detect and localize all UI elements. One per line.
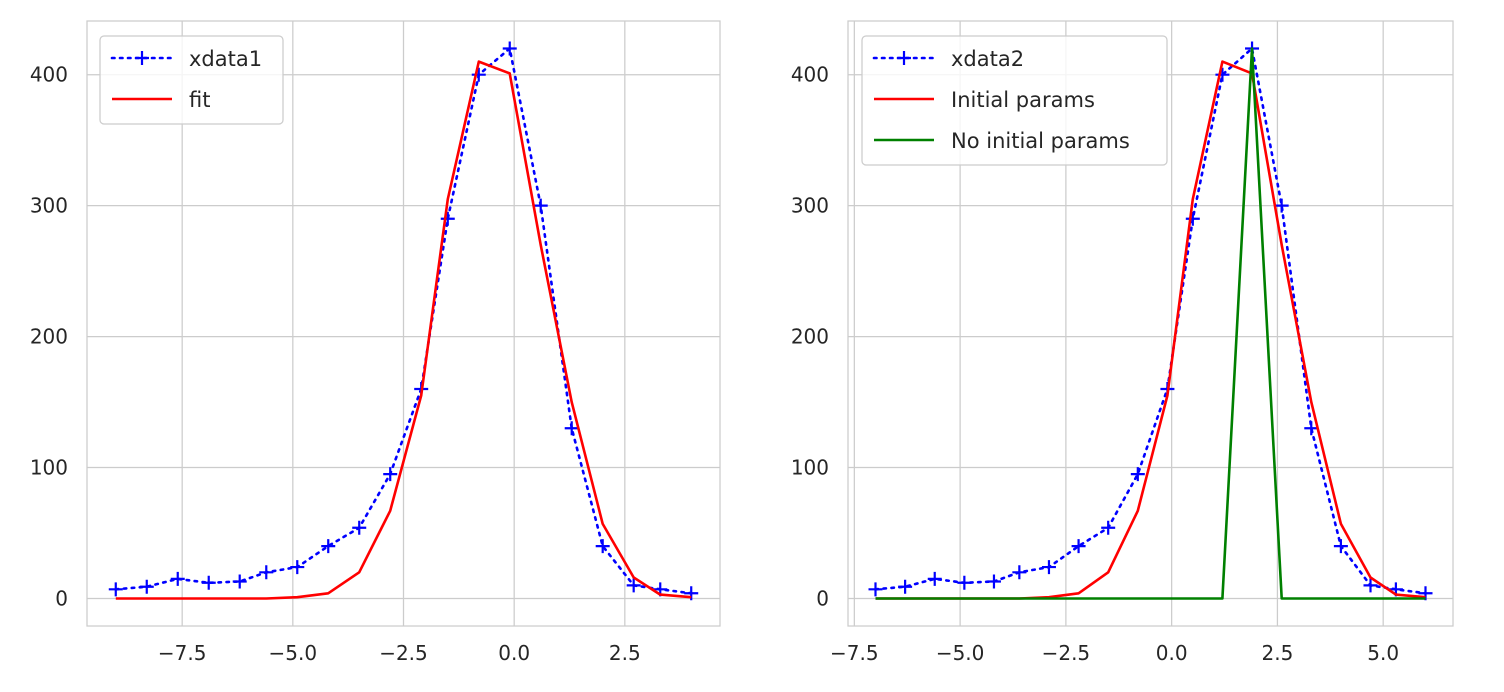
xdata2-data-point	[1041, 560, 1056, 575]
x-tick-label: −2.5	[1042, 641, 1091, 665]
xdata1-data-point	[533, 198, 548, 213]
xdata2-data-point	[1071, 539, 1086, 554]
right-legend-box	[861, 35, 1168, 166]
left-legend: xdata1 fit	[99, 35, 284, 125]
x-tick-label: 5.0	[1367, 641, 1399, 665]
y-tick-label: 100	[791, 456, 829, 480]
xdata1-data-point	[684, 586, 699, 601]
xdata1-data-point	[232, 574, 247, 589]
xdata1-data-point	[290, 560, 305, 575]
xdata1-data-point	[352, 520, 367, 535]
x-tick-label: 2.5	[1262, 641, 1294, 665]
xdata1-data-point	[201, 575, 216, 590]
y-tick-label: 300	[30, 194, 68, 218]
fit-legend-label: fit	[189, 88, 210, 112]
y-tick-label: 200	[791, 325, 829, 349]
xdata1-data-point	[170, 571, 185, 586]
xdata2-data-point	[898, 579, 913, 594]
xdata2-data-point	[1215, 67, 1230, 82]
y-tick-label: 0	[55, 587, 68, 611]
xdata2-data-point	[986, 574, 1001, 589]
xdata1-data-point	[108, 582, 123, 597]
xdata2-data-point	[1304, 421, 1319, 436]
xdata2-legend-marker	[897, 51, 911, 65]
xdata1-data-point	[595, 539, 610, 554]
xdata2-data-point	[957, 575, 972, 590]
xdata1-data-point	[440, 211, 455, 226]
initial-params-legend-label: Initial params	[951, 88, 1095, 112]
xdata1-data-point	[502, 41, 517, 56]
left-series-group	[108, 41, 699, 601]
x-tick-label: −7.5	[830, 641, 879, 665]
left-plot-panel: −7.5 −5.0 −2.5 0.0 2.5 0 100 200 300 400 xdata1 fit	[30, 20, 721, 665]
left-axes-frame	[86, 20, 721, 627]
x-tick-label: 0.0	[1156, 641, 1188, 665]
xdata1-data-point	[626, 578, 641, 593]
xdata2-data-point	[1363, 578, 1378, 593]
xdata1-data-point	[139, 579, 154, 594]
y-tick-label: 300	[791, 194, 829, 218]
xdata1-legend-label: xdata1	[189, 47, 262, 71]
no-initial-params-legend-label: No initial params	[951, 129, 1130, 153]
x-tick-label: −7.5	[158, 641, 207, 665]
x-tick-label: −5.0	[936, 641, 985, 665]
no-initial-params-series-line	[875, 47, 1426, 600]
xdata1-data-point	[321, 539, 336, 554]
right-plot-panel: −7.5 −5.0 −2.5 0.0 2.5 5.0 0 100 200 300 400 xdata2…	[791, 20, 1454, 665]
xdata1-data-point	[259, 565, 274, 580]
xdata2-data-point	[1274, 198, 1289, 213]
y-tick-label: 100	[30, 456, 68, 480]
xdata2-data-point	[868, 582, 883, 597]
xdata2-data-point	[1333, 539, 1348, 554]
xdata2-data-point	[1012, 565, 1027, 580]
x-tick-label: 0.0	[498, 641, 530, 665]
x-tick-label: −5.0	[269, 641, 318, 665]
right-axes-frame	[847, 20, 1454, 627]
xdata1-data-point	[564, 421, 579, 436]
y-tick-label: 400	[791, 63, 829, 87]
xdata2-data-point	[927, 571, 942, 586]
xdata2-legend-label: xdata2	[951, 47, 1024, 71]
xdata2-data-point	[1130, 467, 1145, 482]
y-tick-label: 200	[30, 325, 68, 349]
x-tick-label: 2.5	[609, 641, 641, 665]
xdata1-data-point	[471, 67, 486, 82]
right-legend: xdata2 Initial params No initial params	[861, 35, 1168, 166]
y-tick-label: 400	[30, 63, 68, 87]
y-tick-label: 0	[816, 587, 829, 611]
xdata1-legend-marker	[135, 51, 149, 65]
fit-series-line	[115, 60, 692, 600]
right-series-group	[868, 41, 1433, 601]
xdata1-data-point	[383, 467, 398, 482]
xdata2-data-point	[1185, 211, 1200, 226]
x-tick-label: −2.5	[379, 641, 428, 665]
xdata2-data-point	[1101, 520, 1116, 535]
